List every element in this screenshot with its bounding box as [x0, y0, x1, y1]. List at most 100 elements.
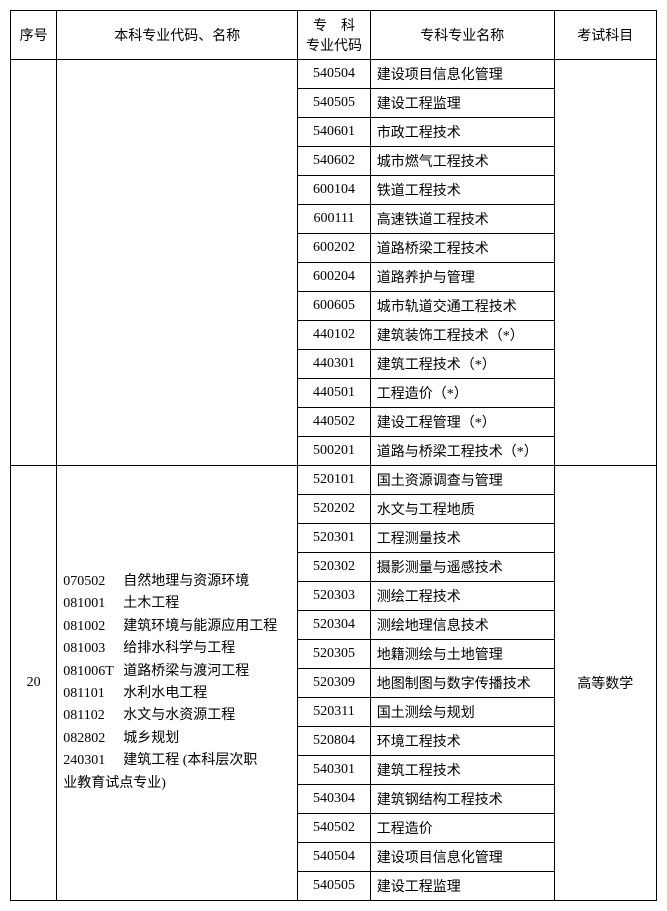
- table-header-row: 序号 本科专业代码、名称 专 科 专业代码 专科专业名称 考试科目: [11, 11, 657, 60]
- zk-code-cell: 520804: [298, 727, 371, 756]
- bk-name: 水文与水资源工程: [123, 708, 235, 723]
- zk-name-cell: 地籍测绘与土地管理: [370, 640, 554, 669]
- zk-code-cell: 520305: [298, 640, 371, 669]
- zk-code-cell: 440301: [298, 350, 371, 379]
- bk-line: 081006T道路桥梁与渡河工程: [63, 661, 291, 683]
- zk-name-cell: 建设工程监理: [370, 89, 554, 118]
- bk-line: 081003给排水科学与工程: [63, 638, 291, 660]
- bk-line: 070502自然地理与资源环境: [63, 571, 291, 593]
- zk-name-cell: 建筑钢结构工程技术: [370, 785, 554, 814]
- bk-code: 081006T: [63, 661, 123, 683]
- bk-code: 240301: [63, 750, 123, 772]
- table-body: 540504建设项目信息化管理540505建设工程监理540601市政工程技术5…: [11, 60, 657, 901]
- bk-line: 081102水文与水资源工程: [63, 705, 291, 727]
- header-exam: 考试科目: [554, 11, 656, 60]
- table-row: 20070502自然地理与资源环境081001土木工程081002建筑环境与能源…: [11, 466, 657, 495]
- zk-name-cell: 道路与桥梁工程技术（*）: [370, 437, 554, 466]
- zk-code-cell: 540502: [298, 814, 371, 843]
- zk-name-cell: 建筑装饰工程技术（*）: [370, 321, 554, 350]
- zk-code-cell: 520301: [298, 524, 371, 553]
- bk-name: 给排水科学与工程: [123, 641, 235, 656]
- bk-code: 082802: [63, 728, 123, 750]
- bk-line: 081002建筑环境与能源应用工程: [63, 616, 291, 638]
- zk-code-cell: 540301: [298, 756, 371, 785]
- header-bk: 本科专业代码、名称: [57, 11, 298, 60]
- zk-name-cell: 建设工程管理（*）: [370, 408, 554, 437]
- zk-name-cell: 道路桥梁工程技术: [370, 234, 554, 263]
- zk-code-cell: 520311: [298, 698, 371, 727]
- zk-name-cell: 建设项目信息化管理: [370, 60, 554, 89]
- bk-code: 081002: [63, 616, 123, 638]
- zk-code-cell: 600605: [298, 292, 371, 321]
- seq-cell: [11, 60, 57, 466]
- zk-code-cell: 540602: [298, 147, 371, 176]
- zk-code-cell: 520302: [298, 553, 371, 582]
- zk-name-cell: 工程造价: [370, 814, 554, 843]
- zk-name-cell: 建设工程监理: [370, 872, 554, 901]
- zk-name-cell: 工程测量技术: [370, 524, 554, 553]
- zk-name-cell: 建筑工程技术（*）: [370, 350, 554, 379]
- bk-cell: 070502自然地理与资源环境081001土木工程081002建筑环境与能源应用…: [57, 466, 298, 901]
- bk-name: 水利水电工程: [123, 686, 207, 701]
- bk-code: 081101: [63, 683, 123, 705]
- zk-name-cell: 市政工程技术: [370, 118, 554, 147]
- zk-code-cell: 540304: [298, 785, 371, 814]
- bk-code: 070502: [63, 571, 123, 593]
- zk-code-cell: 540504: [298, 60, 371, 89]
- zk-name-cell: 城市轨道交通工程技术: [370, 292, 554, 321]
- zk-name-cell: 工程造价（*）: [370, 379, 554, 408]
- zk-name-cell: 测绘工程技术: [370, 582, 554, 611]
- zk-code-cell: 600202: [298, 234, 371, 263]
- zk-name-cell: 测绘地理信息技术: [370, 611, 554, 640]
- bk-name: 土木工程: [123, 596, 179, 611]
- zk-name-cell: 国土资源调查与管理: [370, 466, 554, 495]
- zk-code-cell: 600111: [298, 205, 371, 234]
- zk-code-cell: 540505: [298, 89, 371, 118]
- zk-code-cell: 440102: [298, 321, 371, 350]
- bk-line: 081001土木工程: [63, 593, 291, 615]
- header-zkcode-l1: 专 科: [313, 19, 355, 34]
- bk-line-tail: 业教育试点专业): [63, 773, 291, 795]
- header-zkcode-l2: 专业代码: [306, 39, 362, 54]
- zk-code-cell: 500201: [298, 437, 371, 466]
- bk-name: 城乡规划: [123, 731, 179, 746]
- exam-cell: [554, 60, 656, 466]
- zk-code-cell: 540505: [298, 872, 371, 901]
- zk-code-cell: 520101: [298, 466, 371, 495]
- zk-code-cell: 540504: [298, 843, 371, 872]
- bk-line: 240301建筑工程 (本科层次职: [63, 750, 291, 772]
- header-seq: 序号: [11, 11, 57, 60]
- bk-code: 081003: [63, 638, 123, 660]
- zk-name-cell: 水文与工程地质: [370, 495, 554, 524]
- bk-code: 081001: [63, 593, 123, 615]
- zk-code-cell: 520309: [298, 669, 371, 698]
- major-table: 序号 本科专业代码、名称 专 科 专业代码 专科专业名称 考试科目 540504…: [10, 10, 657, 901]
- zk-code-cell: 540601: [298, 118, 371, 147]
- table-row: 540504建设项目信息化管理: [11, 60, 657, 89]
- zk-name-cell: 道路养护与管理: [370, 263, 554, 292]
- zk-code-cell: 520303: [298, 582, 371, 611]
- zk-code-cell: 600104: [298, 176, 371, 205]
- zk-name-cell: 摄影测量与遥感技术: [370, 553, 554, 582]
- seq-cell: 20: [11, 466, 57, 901]
- zk-name-cell: 地图制图与数字传播技术: [370, 669, 554, 698]
- zk-name-cell: 城市燃气工程技术: [370, 147, 554, 176]
- bk-name: 建筑环境与能源应用工程: [123, 619, 277, 634]
- zk-name-cell: 国土测绘与规划: [370, 698, 554, 727]
- bk-line: 082802城乡规划: [63, 728, 291, 750]
- bk-cell: [57, 60, 298, 466]
- header-zkcode: 专 科 专业代码: [298, 11, 371, 60]
- zk-code-cell: 520202: [298, 495, 371, 524]
- zk-name-cell: 铁道工程技术: [370, 176, 554, 205]
- zk-name-cell: 环境工程技术: [370, 727, 554, 756]
- bk-name: 道路桥梁与渡河工程: [123, 664, 249, 679]
- bk-name: 自然地理与资源环境: [123, 574, 249, 589]
- bk-name: 建筑工程 (本科层次职: [123, 753, 257, 768]
- exam-cell: 高等数学: [554, 466, 656, 901]
- zk-code-cell: 440501: [298, 379, 371, 408]
- zk-name-cell: 建设项目信息化管理: [370, 843, 554, 872]
- header-zkname: 专科专业名称: [370, 11, 554, 60]
- zk-code-cell: 520304: [298, 611, 371, 640]
- bk-code: 081102: [63, 705, 123, 727]
- bk-line: 081101水利水电工程: [63, 683, 291, 705]
